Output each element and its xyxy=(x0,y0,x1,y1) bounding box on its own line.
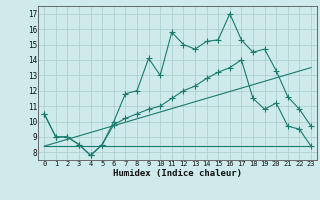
X-axis label: Humidex (Indice chaleur): Humidex (Indice chaleur) xyxy=(113,169,242,178)
